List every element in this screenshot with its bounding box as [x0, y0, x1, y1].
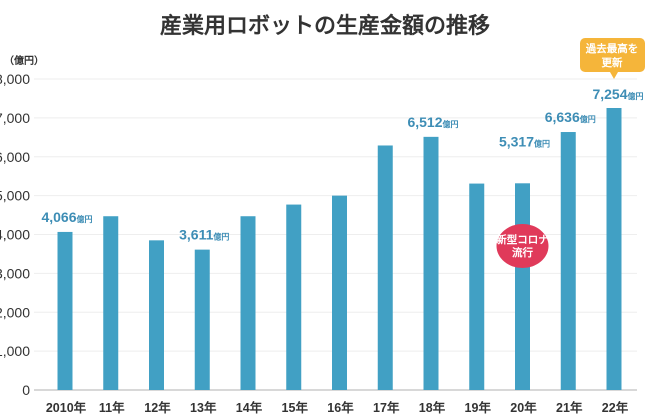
- bar-18年: [423, 136, 439, 390]
- data-label: 4,066億円: [41, 209, 92, 225]
- y-tick-label: 1,000: [0, 343, 30, 359]
- y-tick-label: 0: [22, 382, 30, 398]
- x-tick-label: 19年: [465, 400, 492, 415]
- bar-22年: [606, 108, 622, 391]
- x-tick-label: 22年: [602, 400, 629, 415]
- bar-15年: [286, 204, 302, 390]
- data-label: 6,636億円: [545, 109, 596, 125]
- x-tick-label: 2010年: [46, 400, 87, 415]
- y-axis-unit: （億円）: [4, 54, 44, 67]
- covid-text: 新型コロナ: [496, 233, 549, 246]
- data-label: 7,254億円: [592, 86, 643, 102]
- data-label: 6,512億円: [407, 114, 458, 130]
- y-tick-label: 3,000: [0, 265, 30, 281]
- callout-text: 過去最高を: [585, 42, 639, 55]
- y-tick-label: 6,000: [0, 149, 30, 165]
- callout-pointer: [610, 72, 618, 79]
- chart-title: 産業用ロボットの生産金額の推移: [159, 14, 490, 39]
- bar-16年: [332, 195, 347, 390]
- bar-11年: [103, 216, 119, 390]
- x-tick-label: 14年: [236, 400, 263, 415]
- x-tick-label: 21年: [556, 400, 583, 415]
- x-tick-label: 16年: [327, 400, 354, 415]
- x-tick-label: 18年: [419, 400, 446, 415]
- bar-14年: [240, 216, 256, 390]
- x-tick-label: 13年: [190, 400, 217, 415]
- covid-badge: [496, 224, 549, 268]
- bar-19年: [469, 183, 485, 390]
- y-tick-label: 5,000: [0, 188, 30, 204]
- x-tick-label: 12年: [144, 400, 171, 415]
- bar-2010年: [57, 231, 73, 390]
- record-callout: [580, 38, 645, 72]
- data-label: 3,611億円: [179, 227, 229, 243]
- y-tick-label: 8,000: [0, 71, 30, 87]
- covid-text: 流行: [512, 246, 533, 259]
- y-tick-label: 7,000: [0, 110, 30, 126]
- x-tick-label: 15年: [282, 400, 309, 415]
- y-tick-label: 2,000: [0, 304, 30, 320]
- callout-text: 更新: [602, 56, 623, 69]
- bar-17年: [377, 145, 393, 390]
- bar-21年: [560, 132, 576, 390]
- bar-13年: [194, 249, 210, 390]
- data-label: 5,317億円: [499, 133, 550, 149]
- bar-12年: [149, 240, 164, 390]
- x-tick-label: 11年: [99, 400, 125, 415]
- x-tick-label: 17年: [373, 400, 400, 415]
- y-tick-label: 4,000: [0, 227, 30, 243]
- x-tick-label: 20年: [510, 400, 537, 415]
- bar-20年: [515, 183, 530, 390]
